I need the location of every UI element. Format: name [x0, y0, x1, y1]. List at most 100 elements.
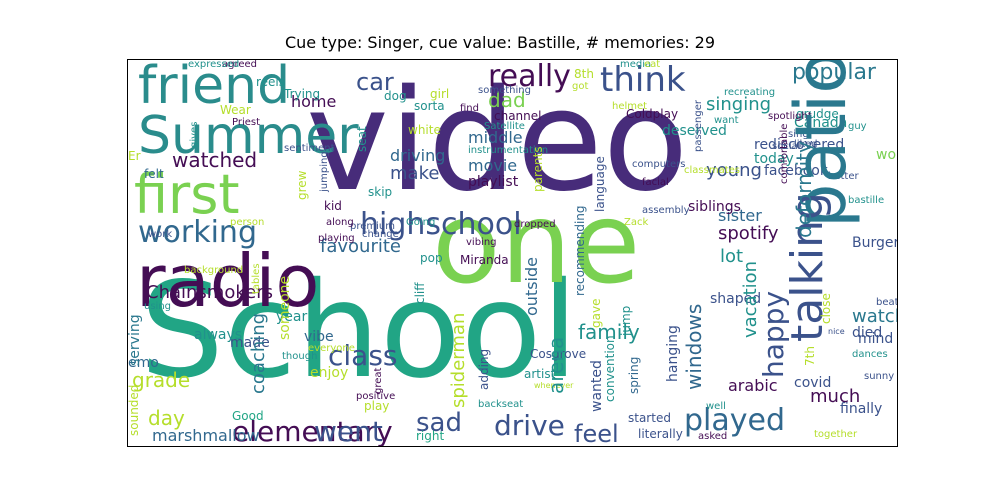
word-elementary: played — [684, 403, 786, 438]
word-spotify: grade — [132, 368, 191, 392]
word-cliff: work — [148, 229, 173, 240]
word-grade: sad — [416, 408, 462, 438]
word-watching: coaching — [248, 312, 269, 394]
word-feel: drive — [494, 409, 565, 442]
word-beat: facial — [642, 177, 669, 188]
word-together: instrumentation — [468, 145, 549, 156]
word-sentiment: language — [593, 156, 607, 212]
word-lot: Chainsmokers — [146, 282, 273, 303]
word-hanging: though — [282, 351, 318, 362]
word-emo: siblings — [688, 199, 741, 215]
word-skip: deserved — [662, 123, 727, 139]
word-car: really — [488, 59, 571, 94]
word-family: spotify — [718, 223, 779, 244]
word-though: 8th — [574, 67, 594, 81]
word-singing: working — [138, 215, 257, 250]
word-vibing: got — [572, 81, 589, 92]
word-outside: change — [362, 229, 399, 240]
word-much: day — [148, 406, 185, 430]
word-playing: guy — [848, 121, 867, 132]
word-wonderland: someone — [277, 275, 293, 340]
word-dog: rediscovered — [754, 137, 845, 153]
word-satellite: wanted — [589, 360, 605, 412]
word-assembly: better — [828, 171, 859, 182]
word-happy: expressed — [188, 59, 240, 70]
word-died: made — [230, 335, 270, 351]
word-dad: highschool — [360, 207, 522, 242]
word-someone: dropped — [514, 219, 556, 230]
word-along: sing — [788, 129, 809, 140]
word-classmates: jump — [619, 305, 633, 336]
word-talking: agreed — [222, 59, 258, 70]
word-favourite: singing — [706, 94, 772, 115]
word-background: recreating — [724, 87, 776, 98]
word-computers: spring — [627, 356, 641, 394]
word-recommending: great — [373, 367, 384, 394]
word-windows: premium — [350, 221, 395, 232]
word-premium: parents — [531, 146, 545, 192]
word-right: playlist — [468, 174, 519, 190]
word-vacation: Going — [406, 217, 436, 228]
word-good: driving — [390, 146, 446, 165]
word-channel: Burger — [852, 235, 898, 251]
word-instrumentation: convention — [603, 335, 617, 402]
word-expressed: recommending — [573, 205, 587, 296]
word-video: video — [306, 60, 689, 223]
word-facial: hanging — [665, 325, 681, 382]
word-social: dog — [384, 89, 407, 103]
word-sorta: died — [852, 325, 883, 341]
word-think: friend — [138, 59, 291, 116]
word-close: well — [706, 401, 726, 412]
word-spiderman: jumping — [319, 151, 330, 192]
word-play: middle — [468, 128, 523, 147]
word-day: class — [328, 339, 398, 372]
word-person: liked — [794, 139, 818, 150]
word-shaped: sorta — [414, 99, 445, 113]
word-wear: mind — [858, 331, 894, 347]
word-better: girl — [430, 87, 450, 101]
word-deformity: Priest — [232, 117, 261, 128]
word-whenever: find — [460, 103, 479, 114]
word-asked: Satellite — [484, 121, 525, 132]
word-covid: year — [276, 309, 308, 325]
word-first: Summer — [138, 106, 359, 166]
word-want: artist — [524, 367, 556, 381]
word-7th: positive — [356, 391, 396, 402]
word-grudge: literally — [638, 427, 683, 441]
word-passenger: asked — [698, 431, 728, 442]
word-chainsmokers: deformity — [792, 141, 816, 238]
word-eat: kid — [324, 199, 342, 213]
word-great: beat — [876, 297, 898, 308]
word-wanted: background — [184, 265, 244, 276]
word-year: movie — [468, 156, 518, 175]
word-bastille: channel — [494, 109, 542, 123]
word-make: much — [810, 386, 861, 407]
word-artist: Wear — [220, 103, 251, 117]
word-siblings: arena — [544, 336, 568, 394]
word-coaching: sentiment — [284, 143, 335, 154]
word-marshmallow: favourite — [320, 236, 401, 257]
word-recreating: felt — [144, 167, 164, 181]
word-sad: feel — [574, 420, 619, 447]
word-went: elementary — [232, 415, 393, 447]
word-facebook: Good — [232, 409, 264, 423]
word-arena: gives — [189, 121, 200, 148]
word-convention: tables — [251, 263, 262, 294]
word-er: facebook — [764, 163, 828, 179]
word-grew: person — [230, 217, 265, 228]
word-helmet: Cosgrove — [530, 347, 587, 361]
word-cloud: video School one radio friend Summer fir… — [127, 59, 898, 447]
word-played: happy — [757, 290, 790, 378]
word-one: one — [432, 179, 641, 309]
word-rediscovered: serving — [127, 314, 143, 366]
word-drive: went — [314, 415, 383, 447]
word-school: School — [140, 254, 579, 408]
word-working: dad — [488, 88, 526, 112]
word-liked: seat — [355, 126, 369, 152]
word-change: close — [819, 293, 833, 324]
word-trying: covid — [794, 375, 832, 391]
word-serving: assembly — [642, 205, 690, 216]
word-agreed: shaped — [710, 291, 762, 307]
word-popular: think — [600, 60, 686, 100]
word-using: media — [620, 59, 652, 70]
